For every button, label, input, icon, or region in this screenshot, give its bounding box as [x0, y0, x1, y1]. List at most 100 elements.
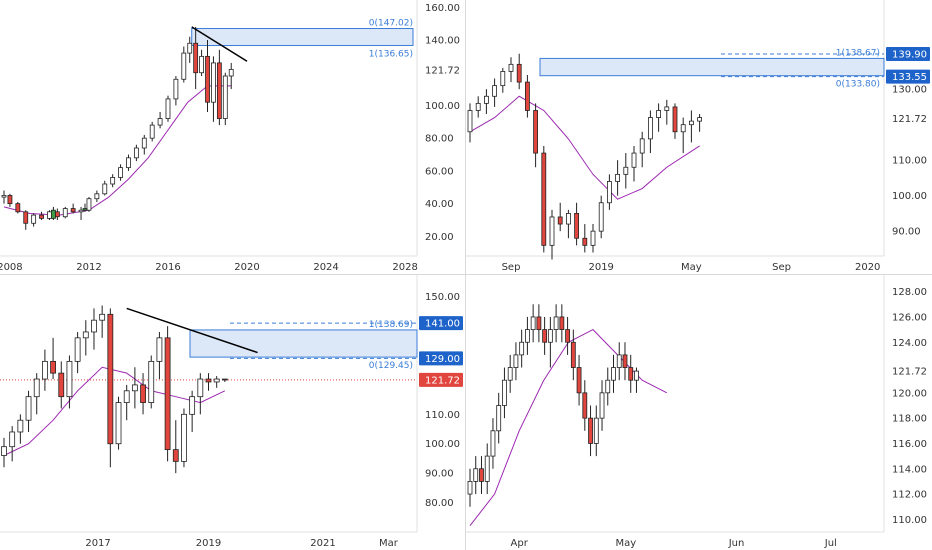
price-tag-label: 139.90: [892, 50, 927, 61]
daily-candlestick-chart[interactable]: 128.00 126.00 124.00 121.72 120.00 118.00 116.…: [466, 275, 932, 550]
x-tick-label: 2012: [76, 262, 101, 273]
candle-body: [1, 195, 7, 198]
candle-body: [82, 331, 89, 339]
y-tick-label: 120.00: [892, 388, 927, 399]
y-tick-label: 110.00: [892, 515, 927, 526]
x-tick-label: Apr: [511, 538, 529, 549]
candle-body: [131, 384, 138, 392]
candle-body: [525, 329, 530, 343]
candle-body: [39, 214, 44, 219]
x-tick-label: Sep: [502, 262, 521, 273]
weekly-zoom-candlestick-chart[interactable]: 1(138.69) 0(129.45) 150.00 141.00 129.00 121.…: [0, 275, 465, 550]
candle-body: [74, 337, 81, 362]
candle-body: [566, 213, 571, 225]
candle-body: [78, 209, 84, 213]
y-tick-label: 121.72: [892, 114, 927, 125]
candle-body: [639, 138, 645, 154]
fib-level-label: 0(147.02): [369, 19, 413, 29]
panel-divider-vertical: [465, 0, 466, 550]
fib-zone: [191, 28, 414, 46]
candle-body: [530, 316, 536, 331]
fib-level-label: 1(136.65): [369, 49, 413, 59]
candle-body: [615, 173, 621, 182]
candle-body: [94, 193, 100, 200]
candle-body: [507, 367, 513, 381]
price-tag: [886, 47, 930, 62]
candle-body: [664, 106, 670, 111]
weekly-candlestick-chart[interactable]: 1(138.67) 0(133.80) 130.00 121.72 110.00 100.…: [466, 0, 932, 274]
y-tick-label: 121.72: [892, 367, 927, 378]
trendline: [126, 307, 258, 354]
candle-body: [606, 181, 612, 204]
candle-body: [205, 55, 210, 103]
y-tick-label: 90.00: [892, 227, 921, 238]
candle-body: [15, 203, 21, 213]
candle-body: [549, 216, 555, 246]
candle-body: [50, 360, 56, 374]
candle-body: [58, 372, 65, 398]
candle-body: [475, 102, 481, 111]
price-tag-label: 141.00: [425, 319, 460, 330]
fib-level-label: 1(138.69): [369, 320, 413, 330]
candle-body: [593, 417, 599, 444]
candle-body: [173, 78, 179, 100]
candle-body: [1, 446, 7, 456]
candle-body: [54, 211, 60, 218]
candle-body: [23, 211, 29, 224]
candle-body: [25, 396, 32, 421]
candle-body: [492, 85, 498, 97]
candle-body: [631, 152, 637, 168]
candle-body: [102, 183, 108, 195]
candle-body: [576, 367, 582, 394]
y-tick-label: 20.00: [425, 232, 454, 243]
chart-panel-weekly[interactable]: 1(138.67) 0(133.80) 130.00 121.72 110.00 100.…: [466, 0, 932, 274]
candle-body: [47, 211, 52, 219]
y-tick-label: 126.00: [892, 312, 927, 323]
y-tick-label: 112.00: [892, 490, 927, 501]
candle-body: [148, 360, 155, 403]
candle-body: [599, 392, 605, 419]
candle-body: [189, 396, 196, 415]
candle-body: [541, 152, 547, 246]
candle-body: [141, 137, 147, 149]
candle-body: [164, 337, 171, 451]
y-tick-label: 118.00: [892, 414, 927, 425]
candle-body: [181, 52, 187, 80]
y-tick-label: 60.00: [425, 166, 454, 177]
candle-body: [628, 367, 634, 381]
candle-body: [86, 198, 92, 211]
chart-panel-daily[interactable]: 128.00 126.00 124.00 121.72 120.00 118.00 116.…: [466, 275, 932, 550]
monthly-candlestick-chart[interactable]: 0(147.02) 1(136.65) 160.00 140.00 121.72 100.…: [0, 0, 465, 274]
candle-body: [623, 166, 629, 175]
candle-body: [193, 42, 199, 74]
y-tick-label: 114.00: [892, 464, 927, 475]
candle-body: [590, 230, 596, 246]
candle-body: [484, 455, 490, 482]
candle-body: [221, 378, 228, 381]
candle-body: [570, 341, 576, 368]
candle-body: [467, 110, 473, 133]
moving-average-line: [469, 95, 700, 200]
price-tag-label: 121.72: [425, 375, 460, 386]
fib-level-label: 1(138.67): [836, 48, 880, 58]
x-tick-label: 2016: [155, 262, 180, 273]
y-tick-label: 128.00: [892, 287, 927, 298]
candle-body: [598, 202, 604, 232]
x-tick-label: 2019: [588, 262, 613, 273]
chart-panel-weekly-zoom[interactable]: 1(138.69) 0(129.45) 150.00 141.00 129.00 121.…: [0, 275, 465, 550]
moving-average-line: [3, 85, 232, 216]
candle-body: [688, 120, 694, 126]
x-tick-label: Sep: [772, 262, 791, 273]
y-tick-label: 110.00: [892, 156, 927, 167]
candle-body: [42, 360, 48, 380]
candle-body: [197, 378, 204, 398]
candle-body: [17, 419, 24, 433]
candle-body: [605, 379, 611, 394]
candle-body: [502, 379, 507, 406]
candle-body: [672, 106, 678, 133]
chart-panel-monthly[interactable]: 0(147.02) 1(136.65) 160.00 140.00 121.72 100.…: [0, 0, 465, 274]
fib-zone: [539, 57, 885, 77]
y-tick-label: 40.00: [425, 199, 454, 210]
candle-body: [500, 71, 506, 87]
candle-body: [91, 319, 97, 333]
